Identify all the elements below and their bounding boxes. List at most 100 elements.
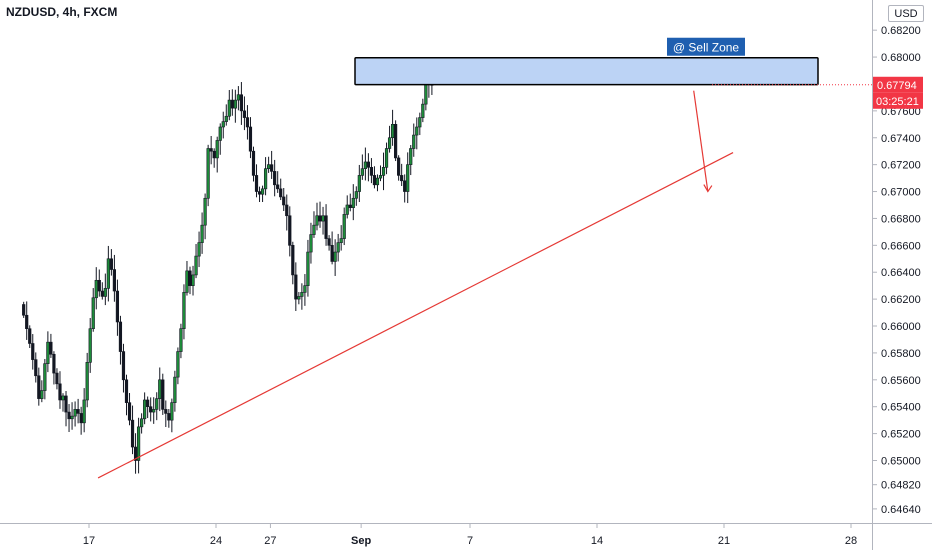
candle-body-up [179,328,183,352]
candle-body-up [158,379,162,399]
candle [303,274,307,306]
candle [173,370,177,412]
y-tick-label: 0.68200 [881,25,921,37]
candle-body-up [218,126,222,141]
y-tick-label: 0.67200 [881,160,921,172]
support-trendline[interactable] [97,152,734,479]
symbol-title[interactable]: NZDUSD, 4h, FXCM [6,5,118,19]
candle [321,206,325,235]
candle-body-up [345,204,349,215]
candle-body-up [182,292,186,330]
candle-body-up [221,121,225,128]
candle [34,352,38,383]
candle-body-up [46,341,50,364]
candle [215,136,219,173]
candle-body-down [133,446,138,461]
candle-body-down [394,124,398,159]
candle-body-up [155,398,159,410]
candle-body-up [412,134,416,149]
price-axis[interactable]: 0.68200 0.68000 0.67600 0.67400 0.67200 0.670… [872,0,923,550]
candle-body-down [127,402,132,421]
candle [221,111,225,139]
candle-body-down [118,321,123,352]
candle [118,315,123,365]
candle-body-down [270,164,274,172]
sell-zone-label[interactable]: @ Sell Zone [667,37,745,56]
candle [67,404,71,432]
candle [197,231,201,268]
candle-body-up [170,402,174,421]
candle-body-down [149,406,153,413]
candle-body-up [390,124,395,139]
candle [73,401,77,427]
sell-zone-rectangle[interactable] [354,56,819,86]
candle-body-up [94,279,98,299]
last-price-tag-bg [873,76,923,93]
candle-body-up [300,292,304,297]
candle [164,400,168,428]
candle [212,148,216,168]
candle [236,86,240,111]
x-tick-label: Sep [351,535,371,547]
candle [421,98,425,123]
candle [82,388,86,433]
candle [58,371,62,409]
x-tick-label: 7 [467,535,473,547]
candle-body-down [109,258,113,270]
candle-body-down [37,375,41,399]
candle-body-down [188,270,192,286]
candle [70,402,74,430]
candle-body-down [67,411,71,420]
candle [378,165,383,182]
candle [124,374,129,416]
candle-body-up [342,214,346,239]
candle-body-up [185,270,189,293]
candle-body-up [200,224,204,243]
candle [170,398,174,433]
candle [345,195,349,219]
candle-body-down [25,314,29,330]
candle [276,171,280,193]
candle-body-up [315,215,319,226]
candle [130,405,135,455]
candle-body-down [400,175,404,182]
candle-body-down [245,117,250,128]
time-axis[interactable]: 17 24 27 Sep 7 14 21 28 [0,523,932,547]
candle-body-down [257,191,262,195]
candle [91,288,95,332]
candle-body-up [143,399,147,420]
candle [109,249,113,276]
candle-body-down [209,148,213,152]
candle-body-down [276,184,280,190]
candle-body-up [191,274,195,286]
candle [52,351,56,385]
y-tick-label: 0.64820 [881,480,921,492]
candle [100,282,104,300]
candle [363,147,367,181]
candle [176,347,180,385]
currency-button[interactable]: USD [888,5,924,22]
candle [40,380,44,403]
candle-body-down [55,372,59,385]
countdown-tag: 03:25:21 [873,92,923,109]
candle-body-down [403,180,407,192]
candle-body-up [136,426,141,461]
projection-arrow[interactable] [693,90,709,192]
drawings-layer: @ Sell Zone [97,37,872,479]
candle-body-down [291,245,295,276]
candle [260,185,265,202]
candle [387,125,392,153]
candle-body-up [354,191,358,199]
candle [230,89,234,116]
candle [179,323,183,359]
candle-body-up [303,285,307,293]
y-tick-label: 0.66200 [881,294,921,306]
candle-body-down [161,379,165,410]
candle [312,211,316,238]
candle [97,269,101,297]
candle-body-up [215,140,219,159]
candle [49,333,53,358]
candle [327,235,331,251]
candle [224,104,228,126]
